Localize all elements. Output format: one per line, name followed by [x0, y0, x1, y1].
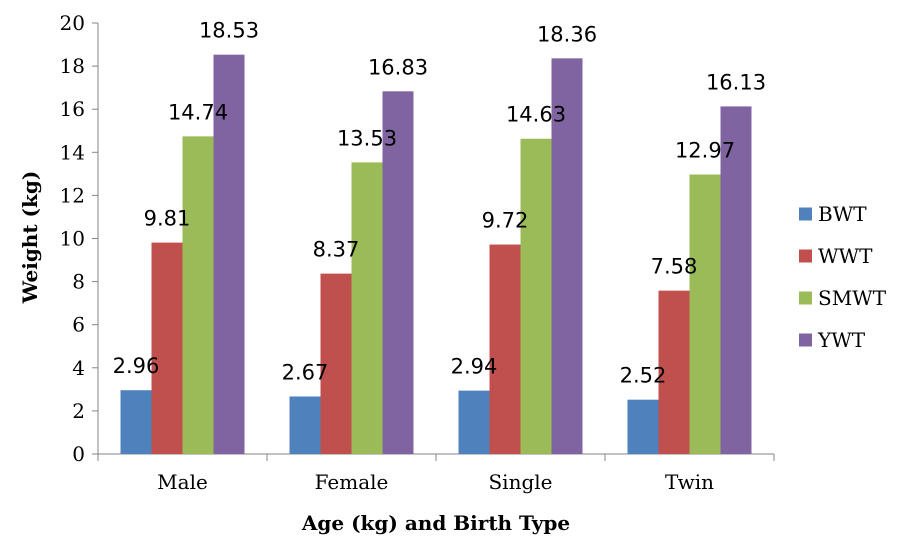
- x-axis: Male Female Single Twin: [97, 453, 775, 494]
- bar-smwt: [351, 162, 383, 454]
- x-tick-label: Female: [315, 470, 389, 494]
- data-label: 2.94: [451, 355, 498, 379]
- legend-label-smwt: SMWT: [818, 286, 887, 310]
- data-label: 18.36: [537, 22, 597, 46]
- data-label: 12.97: [675, 138, 735, 162]
- bar-smwt: [182, 136, 214, 454]
- data-label: 18.53: [199, 19, 259, 43]
- data-label: 16.83: [368, 55, 428, 79]
- bar-wwt: [658, 290, 690, 454]
- data-label: 9.81: [144, 207, 191, 231]
- legend-label-bwt: BWT: [818, 202, 867, 226]
- bar-smwt: [689, 174, 721, 454]
- bar-bwt: [627, 399, 659, 454]
- y-tick-label: 12: [60, 183, 85, 207]
- y-tick-label: 6: [72, 313, 85, 337]
- data-label: 2.52: [620, 364, 667, 388]
- legend: BWT WWT SMWT YWT: [799, 202, 887, 352]
- data-label: 14.74: [168, 100, 228, 124]
- y-tick-label: 2: [72, 399, 85, 423]
- y-tick-label: 8: [72, 270, 85, 294]
- y-tick-label: 14: [60, 140, 85, 164]
- legend-swatch-smwt: [799, 291, 812, 305]
- data-label: 2.96: [113, 354, 160, 378]
- data-label: 13.53: [337, 126, 397, 150]
- bar-ywt: [213, 54, 245, 455]
- data-label: 14.63: [506, 103, 566, 127]
- bar-wwt: [151, 242, 183, 454]
- bars: [120, 54, 752, 455]
- bar-bwt: [120, 390, 152, 454]
- data-label: 16.13: [706, 70, 766, 94]
- legend-swatch-wwt: [799, 249, 812, 263]
- data-label: 7.58: [651, 255, 698, 279]
- x-axis-title: Age (kg) and Birth Type: [301, 511, 570, 535]
- data-label: 9.72: [482, 209, 529, 233]
- legend-swatch-bwt: [799, 207, 812, 221]
- bar-ywt: [720, 106, 752, 454]
- bar-wwt: [489, 244, 521, 454]
- bar-bwt: [458, 390, 490, 454]
- data-label: 2.67: [282, 360, 329, 384]
- data-labels: 2.96 9.81 14.74 18.53 2.67 8.37 13.53 16.83 2.94…: [113, 19, 766, 388]
- y-tick-label: 16: [60, 97, 85, 121]
- x-tick-label: Male: [157, 470, 208, 494]
- bar-wwt: [320, 273, 352, 454]
- y-tick-label: 10: [60, 227, 85, 251]
- bar-ywt: [551, 58, 583, 454]
- legend-swatch-ywt: [799, 333, 812, 347]
- y-tick-label: 4: [72, 356, 85, 380]
- bar-bwt: [289, 396, 321, 454]
- y-tick-label: 0: [72, 442, 85, 466]
- y-axis-title: Weight (kg): [18, 171, 42, 305]
- y-tick-label: 18: [60, 54, 85, 78]
- x-tick-label: Twin: [665, 470, 714, 494]
- x-tick-label: Single: [488, 470, 552, 494]
- bar-smwt: [520, 138, 552, 454]
- y-axis: 0 2 4 6 8 10 12 14 16 18 20: [60, 11, 99, 466]
- data-label: 8.37: [313, 238, 360, 262]
- y-tick-label: 20: [60, 11, 85, 35]
- bar-ywt: [382, 91, 414, 454]
- legend-label-ywt: YWT: [817, 328, 866, 352]
- legend-label-wwt: WWT: [818, 244, 873, 268]
